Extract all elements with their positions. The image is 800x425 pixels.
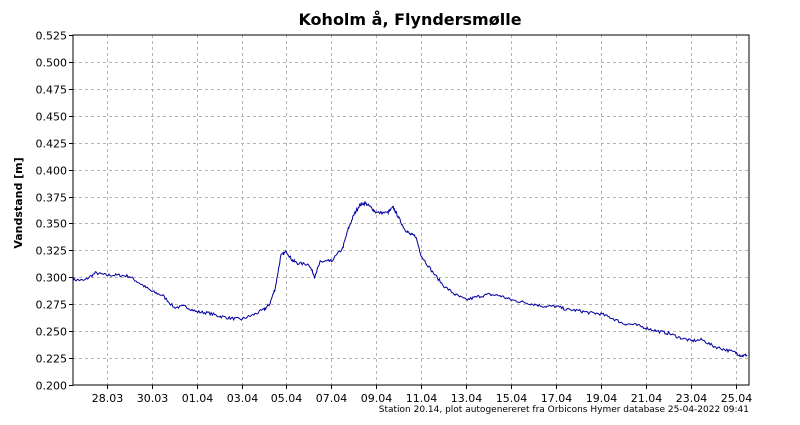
y-tick-label: 0.475 <box>36 84 68 97</box>
x-tick-label: 07.04 <box>316 392 348 405</box>
y-tick-label: 0.250 <box>36 326 68 339</box>
y-tick-label: 0.525 <box>36 30 68 43</box>
x-tick-label: 13.04 <box>451 392 483 405</box>
x-tick-label: 25.04 <box>721 392 753 405</box>
x-tick-label: 17.04 <box>541 392 573 405</box>
footer-text: Station 20.14, plot autogenereret fra Or… <box>379 405 749 415</box>
y-tick-label: 0.400 <box>36 165 68 178</box>
y-tick-label: 0.275 <box>36 299 68 312</box>
x-tick-label: 05.04 <box>271 392 303 405</box>
x-tick-label: 19.04 <box>586 392 618 405</box>
chart-title: Koholm å, Flyndersmølle <box>298 10 521 29</box>
plot-frame <box>72 34 750 386</box>
y-axis-label: Vandstand [m] <box>12 157 25 248</box>
y-tick-label: 0.350 <box>36 218 68 231</box>
y-tick-label: 0.225 <box>36 353 68 366</box>
series-line <box>72 200 748 358</box>
x-tick-label: 21.04 <box>631 392 663 405</box>
x-tick-label: 23.04 <box>676 392 708 405</box>
y-tick-label: 0.500 <box>36 57 68 70</box>
y-tick-label: 0.425 <box>36 138 68 151</box>
x-tick-label: 30.03 <box>137 392 169 405</box>
y-tick-label: 0.200 <box>36 380 68 393</box>
grid <box>73 35 749 385</box>
x-tick-label: 01.04 <box>182 392 214 405</box>
y-tick-label: 0.450 <box>36 111 68 124</box>
x-axis: 28.03 30.03 01.04 03.04 05.04 07.04 09.04 11.04… <box>92 385 753 405</box>
x-tick-label: 28.03 <box>92 392 124 405</box>
x-tick-label: 03.04 <box>227 392 259 405</box>
x-tick-label: 09.04 <box>361 392 393 405</box>
x-tick-label: 15.04 <box>496 392 528 405</box>
y-axis: 0.200 0.225 0.250 0.275 0.300 0.325 0.350 0.375… <box>36 30 73 393</box>
x-tick-label: 11.04 <box>406 392 438 405</box>
y-tick-label: 0.375 <box>36 192 68 205</box>
y-tick-label: 0.325 <box>36 245 68 258</box>
y-tick-label: 0.300 <box>36 272 68 285</box>
